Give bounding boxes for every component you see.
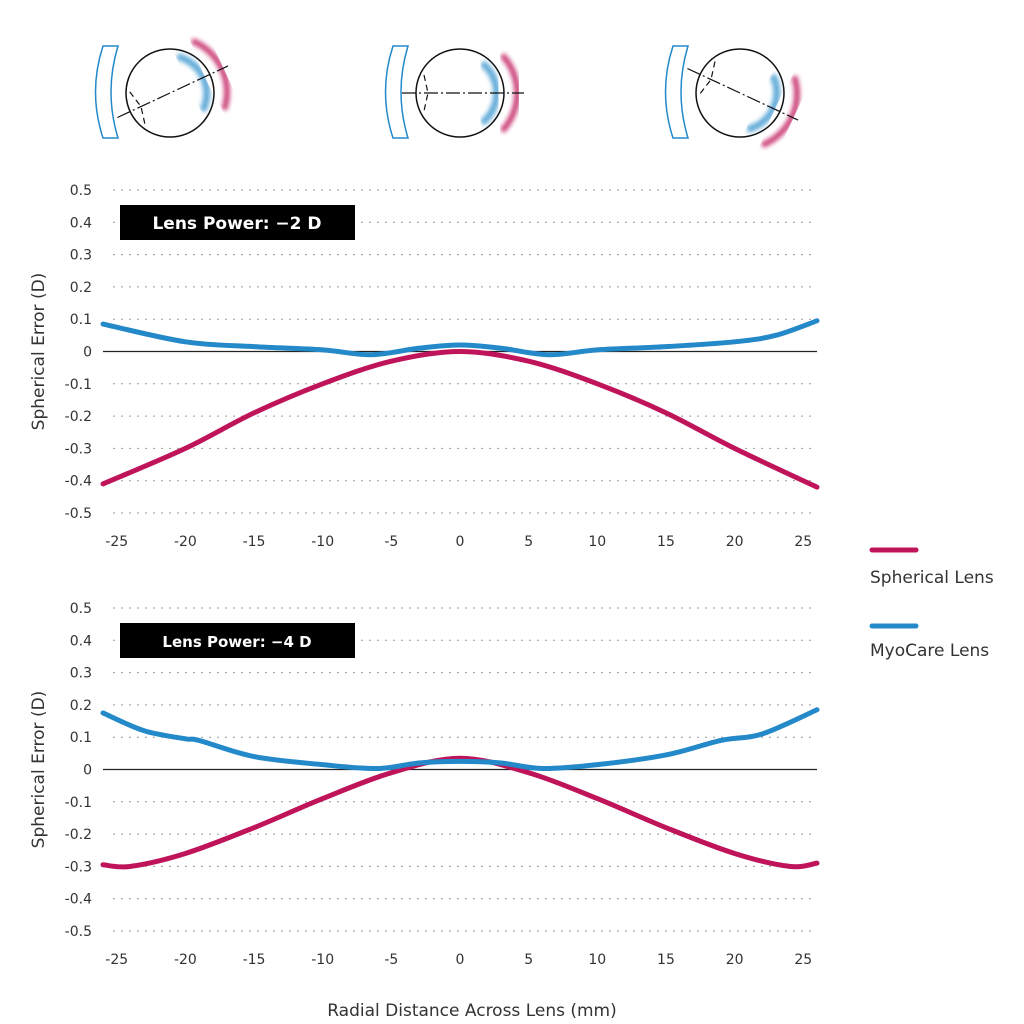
y-tick-label: -0.5 xyxy=(65,506,92,522)
x-axis-label: Radial Distance Across Lens (mm) xyxy=(327,1001,617,1021)
x-tick-label: 0 xyxy=(456,952,465,968)
y-tick-label: -0.3 xyxy=(65,441,92,457)
x-tick-label: 5 xyxy=(524,952,533,968)
y-tick-label: 0.3 xyxy=(70,248,92,264)
y-tick-label: 0.4 xyxy=(70,633,92,649)
legend-label-myocare: MyoCare Lens xyxy=(870,641,989,661)
x-tick-label: 0 xyxy=(456,534,465,550)
eye-diagram-center-gaze-icon xyxy=(384,45,524,139)
y-tick-label: -0.1 xyxy=(65,377,92,393)
x-tick-label: 15 xyxy=(657,952,675,968)
y-tick-label: 0.5 xyxy=(70,183,92,199)
x-tick-label: 25 xyxy=(794,952,812,968)
y-tick-label: 0.1 xyxy=(70,312,92,328)
lens-power-badge: Lens Power: −4 D xyxy=(120,623,355,658)
x-tick-label: 20 xyxy=(726,534,744,550)
x-tick-label: -15 xyxy=(243,534,266,550)
y-tick-label: 0.2 xyxy=(70,698,92,714)
x-tick-label: 25 xyxy=(794,534,812,550)
series-line-myocare xyxy=(100,318,820,358)
y-tick-label: -0.2 xyxy=(65,827,92,843)
series-line-myocare xyxy=(100,707,820,772)
x-tick-label: 10 xyxy=(588,952,606,968)
y-tick-label: 0.1 xyxy=(70,730,92,746)
y-tick-label: -0.3 xyxy=(65,859,92,875)
x-tick-label: 15 xyxy=(657,534,675,550)
y-tick-label: 0.2 xyxy=(70,280,92,296)
x-tick-label: 10 xyxy=(588,534,606,550)
x-tick-label: 5 xyxy=(524,534,533,550)
y-tick-label: 0 xyxy=(83,763,92,779)
x-tick-label: -5 xyxy=(384,952,398,968)
x-tick-label: -20 xyxy=(174,534,197,550)
lens-power-badge: Lens Power: −2 D xyxy=(120,205,355,240)
y-tick-label: 0.4 xyxy=(70,215,92,231)
x-tick-label: -25 xyxy=(105,534,128,550)
x-tick-label: -10 xyxy=(311,952,334,968)
series-line-spherical xyxy=(100,755,820,870)
x-tick-label: -25 xyxy=(105,952,128,968)
y-tick-label: -0.5 xyxy=(65,924,92,940)
badge-text: Lens Power: −2 D xyxy=(152,214,321,234)
y-tick-label: 0.5 xyxy=(70,601,92,617)
legend-label-spherical: Spherical Lens xyxy=(870,568,994,588)
y-axis-label: Spherical Error (D) xyxy=(29,691,49,849)
y-tick-label: -0.2 xyxy=(65,409,92,425)
y-tick-label: -0.4 xyxy=(65,892,92,908)
eye-diagram-left-gaze-icon xyxy=(94,38,231,139)
y-tick-label: -0.1 xyxy=(65,795,92,811)
badge-text: Lens Power: −4 D xyxy=(162,633,311,651)
x-tick-label: -10 xyxy=(311,534,334,550)
series-line-spherical xyxy=(100,348,820,490)
y-tick-label: 0 xyxy=(83,345,92,361)
x-tick-label: -15 xyxy=(243,952,266,968)
y-tick-label: 0.3 xyxy=(70,666,92,682)
plot-2: 0.5 0.4 0.3 0.2 0.1 0 -0.1 -0.2 -0.3 -0.4 -0.5 -25 -… xyxy=(29,601,820,968)
eye-diagram-right-gaze-icon xyxy=(664,45,801,148)
y-tick-label: -0.4 xyxy=(65,474,92,490)
x-tick-label: -20 xyxy=(174,952,197,968)
x-tick-label: -5 xyxy=(384,534,398,550)
legend: Spherical Lens MyoCare Lens xyxy=(869,547,994,661)
x-tick-label: 20 xyxy=(726,952,744,968)
y-axis-label: Spherical Error (D) xyxy=(29,273,49,431)
plot-1: 0.5 0.4 0.3 0.2 0.1 0 -0.1 -0.2 -0.3 -0.4 -0.5 -25 -… xyxy=(29,183,820,550)
